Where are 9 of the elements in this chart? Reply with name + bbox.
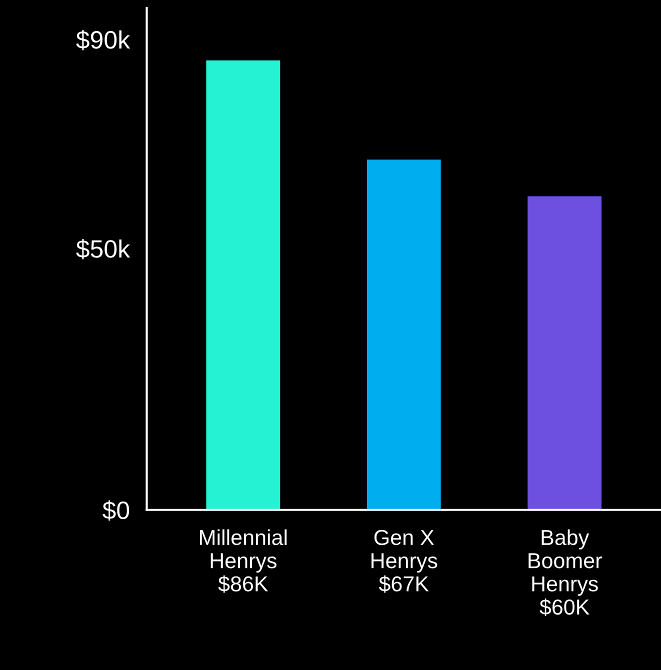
x-tick-label: Baby Boomer Henrys $60K: [528, 529, 602, 616]
y-tick-label: $50k: [76, 239, 130, 260]
y-tick-label: $0: [102, 500, 130, 521]
y-tick-label: $90k: [76, 30, 130, 50]
bar: [528, 196, 602, 510]
x-tick-label: Gen X Henrys $67K: [372, 530, 438, 593]
bar: [366, 160, 441, 510]
bar: [206, 60, 280, 510]
x-tick-label: Millennial Henrys $86K: [200, 529, 287, 593]
